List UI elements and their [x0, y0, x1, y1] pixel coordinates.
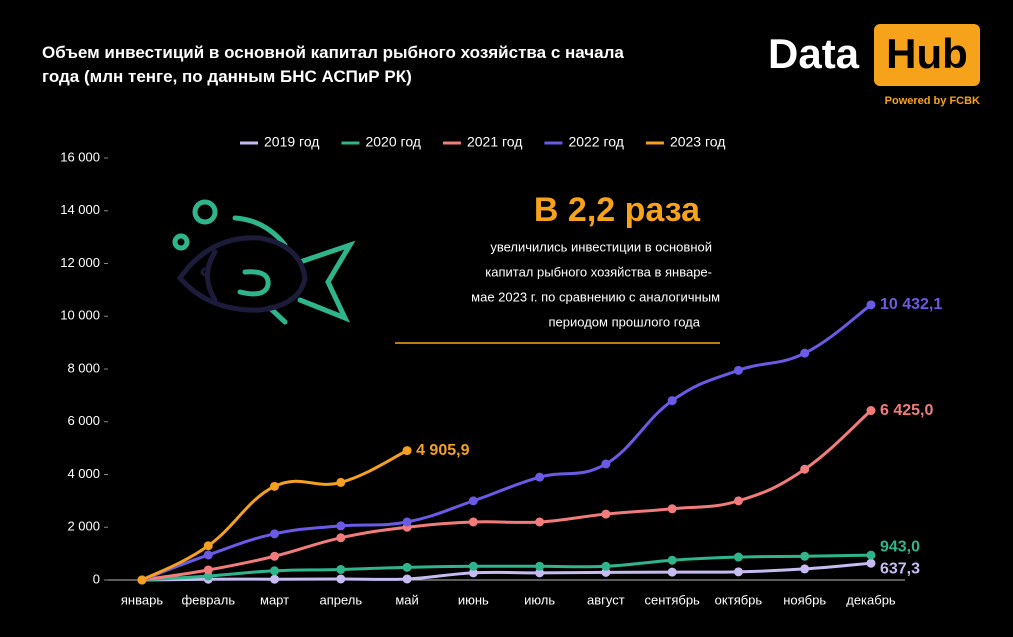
data-point: [270, 574, 280, 584]
data-point: [535, 472, 545, 482]
x-tick-label: май: [395, 592, 418, 607]
y-tick-label: 10 000: [60, 308, 100, 323]
value-label: 6 425,0: [880, 402, 933, 419]
data-point: [137, 575, 147, 585]
data-point: [733, 365, 743, 375]
data-point: [535, 517, 545, 527]
data-point: [866, 550, 876, 560]
data-point: [402, 446, 412, 456]
data-point: [270, 481, 280, 491]
data-point: [733, 552, 743, 562]
data-point: [336, 564, 346, 574]
legend-label: 2020 год: [365, 134, 420, 150]
x-tick-label: декабрь: [846, 592, 896, 607]
x-tick-label: январь: [121, 592, 163, 607]
x-tick-label: август: [587, 592, 625, 607]
data-point: [270, 551, 280, 561]
data-point: [667, 567, 677, 577]
x-tick-label: февраль: [181, 592, 235, 607]
x-tick-label: октябрь: [715, 592, 763, 607]
x-tick-label: июнь: [458, 592, 489, 607]
legend-label: 2019 год: [264, 134, 319, 150]
data-point: [601, 561, 611, 571]
series-line: [141, 553, 871, 582]
data-point: [402, 574, 412, 584]
data-point: [336, 477, 346, 487]
x-tick-label: ноябрь: [783, 592, 826, 607]
data-point: [866, 558, 876, 568]
brand-tagline: Powered by FCBK: [885, 95, 980, 107]
legend-label: 2021 год: [467, 134, 522, 150]
y-tick-label: 8 000: [67, 360, 100, 375]
brand-left: Data: [768, 30, 860, 77]
fish-icon: [172, 199, 356, 325]
data-point: [402, 517, 412, 527]
x-tick-label: март: [260, 592, 289, 607]
data-point: [535, 561, 545, 571]
y-tick-label: 2 000: [67, 519, 100, 534]
y-tick-label: 4 000: [67, 466, 100, 481]
chart-title: Объем инвестиций в основной капитал рыбн…: [42, 43, 624, 86]
value-label: 637,3: [880, 560, 920, 577]
value-label: 10 432,1: [880, 296, 942, 313]
data-point: [468, 561, 478, 571]
data-point: [336, 574, 346, 584]
y-tick-label: 14 000: [60, 202, 100, 217]
data-point: [800, 564, 810, 574]
data-point: [336, 533, 346, 543]
y-tick-label: 6 000: [67, 413, 100, 428]
data-point: [667, 396, 677, 406]
y-tick-label: 16 000: [60, 149, 100, 164]
y-tick-label: 12 000: [60, 255, 100, 270]
data-point: [270, 566, 280, 576]
data-point: [667, 504, 677, 514]
series-line: [141, 561, 872, 582]
data-point: [270, 529, 280, 539]
value-label: 943,0: [880, 538, 920, 555]
data-point: [866, 300, 876, 310]
data-point: [601, 509, 611, 519]
data-point: [733, 496, 743, 506]
annotation-text: увеличились инвестиции в основной капитал…: [471, 239, 720, 329]
annotation-line: мае 2023 г. по сравнению с аналогичным: [471, 289, 720, 304]
x-tick-label: апрель: [319, 592, 362, 607]
annotation-line: увеличились инвестиции в основной: [490, 239, 712, 254]
data-point: [535, 568, 545, 578]
data-point: [866, 406, 876, 416]
data-point: [800, 348, 810, 358]
annotation-line: периодом прошлого года: [549, 314, 701, 329]
data-point: [667, 555, 677, 565]
legend-label: 2023 год: [670, 134, 725, 150]
legend-label: 2022 год: [568, 134, 623, 150]
chart-title-text: Объем инвестиций в основной капитал рыбн…: [42, 43, 624, 86]
data-point: [800, 464, 810, 474]
data-point: [601, 459, 611, 469]
x-tick-label: сентябрь: [644, 592, 700, 607]
x-tick-label: июль: [524, 592, 555, 607]
data-point: [402, 562, 412, 572]
data-point: [203, 550, 213, 560]
data-point: [733, 567, 743, 577]
data-point: [203, 565, 213, 575]
data-point: [468, 517, 478, 527]
data-point: [468, 496, 478, 506]
data-point: [468, 568, 478, 578]
data-point: [336, 521, 346, 531]
brand-right: Hub: [886, 30, 968, 77]
data-point: [203, 541, 213, 551]
brand-box: [874, 24, 980, 86]
data-point: [800, 551, 810, 561]
value-label: 4 905,9: [416, 442, 469, 459]
annotation-headline: В 2,2 раза: [534, 191, 701, 229]
y-tick-label: 0: [93, 571, 100, 586]
series-line: [141, 409, 872, 582]
annotation-line: капитал рыбного хозяйства в январе-: [485, 264, 712, 279]
